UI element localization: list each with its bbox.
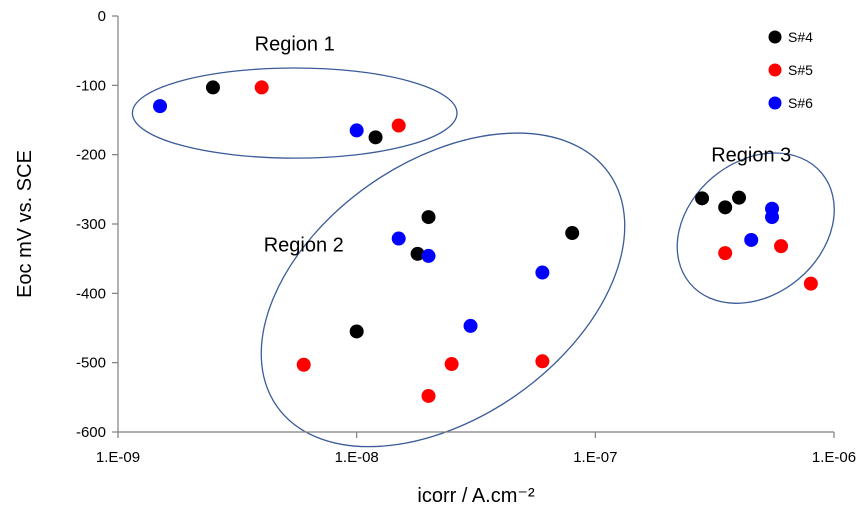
point-s4: [695, 191, 710, 206]
point-s5: [718, 246, 733, 261]
x-ticks: 1.E-09 1.E-08 1.E-07 1.E-06: [96, 432, 856, 466]
y-tick-label: -100: [76, 77, 106, 94]
y-tick-label: -500: [76, 355, 106, 372]
point-s5: [296, 357, 311, 372]
point-s4: [368, 130, 383, 145]
region-label-2: Region 2: [264, 235, 344, 257]
x-tick-label: 1.E-09: [96, 449, 140, 466]
point-s4: [732, 190, 747, 205]
point-s4: [718, 200, 733, 215]
y-tick-label: -400: [76, 285, 106, 302]
point-s6: [535, 265, 550, 280]
region-2-ellipse: [260, 132, 626, 448]
point-s6: [153, 99, 168, 114]
axes: [117, 16, 834, 433]
region-ellipses: [131, 67, 835, 448]
legend-marker-s6: [768, 96, 782, 110]
x-axis-title: icorr / A.cm⁻²: [417, 485, 535, 507]
y-axis-title: Eoc mV vs. SCE: [14, 150, 36, 298]
point-s6: [765, 210, 780, 225]
legend-marker-s5: [768, 63, 782, 77]
x-tick-label: 1.E-08: [335, 449, 379, 466]
region-3-ellipse: [676, 152, 835, 304]
legend-marker-s4: [768, 30, 782, 44]
point-s6: [349, 123, 364, 138]
point-s4: [205, 80, 220, 95]
legend-label-s5: S#5: [788, 62, 813, 78]
y-tick-label: -300: [76, 216, 106, 233]
point-s4: [349, 324, 364, 339]
y-tick-label: 0: [98, 8, 106, 25]
region-label-3: Region 3: [711, 145, 791, 167]
data-points: [153, 80, 818, 403]
legend-label-s6: S#6: [788, 95, 813, 111]
y-tick-label: -600: [76, 424, 106, 441]
point-s4: [410, 246, 425, 261]
point-s6: [421, 248, 436, 263]
region-labels: Region 1 Region 2 Region 3: [255, 34, 792, 257]
point-s5: [391, 118, 406, 133]
legend-label-s4: S#4: [788, 29, 813, 45]
point-s5: [774, 239, 789, 254]
point-s4: [565, 226, 580, 241]
y-tick-label: -200: [76, 147, 106, 164]
point-s5: [535, 354, 550, 369]
point-s5: [803, 276, 818, 291]
point-s6: [463, 318, 478, 333]
x-tick-label: 1.E-06: [812, 449, 856, 466]
point-s5: [444, 357, 459, 372]
point-s6: [744, 232, 759, 247]
legend: S#4 S#5 S#6: [768, 29, 813, 111]
x-tick-label: 1.E-07: [573, 449, 617, 466]
region-label-1: Region 1: [255, 34, 335, 56]
point-s5: [421, 388, 436, 403]
y-ticks: 0 -100 -200 -300 -400 -500 -600: [76, 8, 118, 441]
region-1-ellipse: [131, 67, 458, 159]
point-s6: [391, 231, 406, 246]
point-s4: [421, 210, 436, 225]
point-s5: [254, 80, 269, 95]
